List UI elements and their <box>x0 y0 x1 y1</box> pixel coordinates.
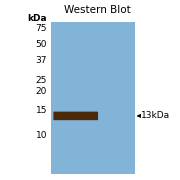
Text: 37: 37 <box>36 56 47 65</box>
Text: Western Blot: Western Blot <box>64 5 130 15</box>
Text: 25: 25 <box>36 76 47 85</box>
Text: 50: 50 <box>36 40 47 49</box>
FancyBboxPatch shape <box>53 112 98 120</box>
Text: 13kDa: 13kDa <box>141 111 170 120</box>
Text: 10: 10 <box>36 131 47 140</box>
Text: 75: 75 <box>36 24 47 33</box>
Text: kDa: kDa <box>28 14 47 23</box>
Bar <box>51 22 135 174</box>
Text: 20: 20 <box>36 87 47 96</box>
Text: 15: 15 <box>36 106 47 115</box>
